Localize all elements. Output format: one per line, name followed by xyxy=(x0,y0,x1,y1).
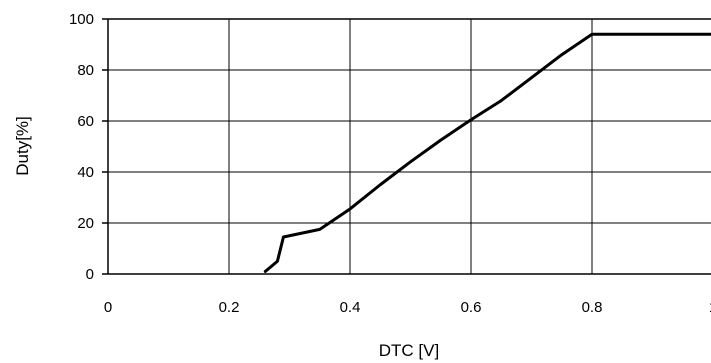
x-tick-label: 0.6 xyxy=(461,299,482,316)
y-tick-label: 60 xyxy=(77,113,94,130)
plot-frame xyxy=(102,18,711,275)
y-tick-label: 40 xyxy=(77,164,94,181)
y-tick-label: 20 xyxy=(77,215,94,232)
x-tick-label: 0.4 xyxy=(340,299,361,316)
x-tick-label: 0.8 xyxy=(582,299,603,316)
y-tick-label: 100 xyxy=(69,11,94,28)
x-tick-labels: 0 0.2 0.4 0.6 0.8 1 xyxy=(104,299,711,316)
x-tick-label: 0 xyxy=(104,299,112,316)
y-tick-label: 0 xyxy=(86,266,94,283)
x-axis-title: DTC [V] xyxy=(379,341,439,360)
y-axis-title: Duty[%] xyxy=(13,116,32,176)
duty-series-line xyxy=(263,32,711,273)
y-tick-labels: 0 20 40 60 80 100 xyxy=(69,11,94,283)
grid xyxy=(108,19,711,274)
x-tick-label: 1 xyxy=(709,299,711,316)
series-layer xyxy=(263,32,711,273)
x-tick-label: 0.2 xyxy=(219,299,240,316)
y-tick-label: 80 xyxy=(77,62,94,79)
